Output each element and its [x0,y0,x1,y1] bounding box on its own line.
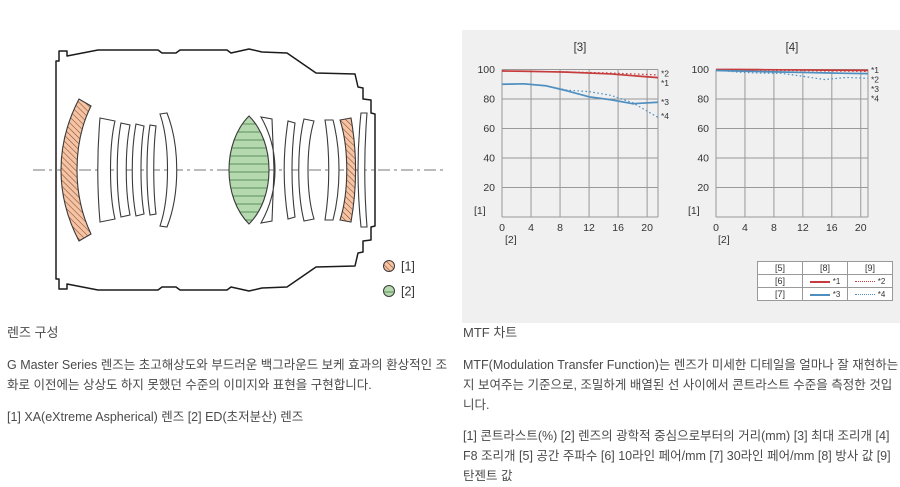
chart-text: *2 [661,69,669,79]
chart-text: 16 [612,222,624,234]
dotted-blue-line-sample [854,294,875,296]
chart-text: *3 [871,84,879,94]
lens-cross-section-diagram: [1] [2] [33,48,443,299]
mtf-section-footnote: [1] 콘트라스트(%) [2] 렌즈의 광학적 중심으로부터의 거리(mm) … [463,429,891,483]
lens-element [324,119,340,221]
lens-element [357,112,368,228]
legend-header-cell: [5] [757,261,803,275]
legend-sample-cell: *1 [802,274,848,288]
lens-element [131,123,145,217]
chart-text: 16 [826,222,838,234]
chart-text: [2] [718,234,730,246]
legend-xa-swatch [383,260,395,272]
chart-text: *4 [871,94,879,104]
chart-text: 20 [641,222,653,234]
lens-element [283,120,296,220]
lens-elements-group [60,98,368,242]
chart-text: 100 [691,64,709,76]
chart-text: 60 [697,123,709,135]
dotted-red-line-sample [854,281,875,283]
chart-text: *1 [871,65,879,75]
mtf-series-star3 [501,82,659,105]
legend-row-10lp: [6] *1 *2 [757,274,893,288]
lens-element [259,116,276,224]
chart-text: [1] [688,205,700,217]
lens-element [159,112,178,228]
mtf-section-text: MTF 차트 MTF(Modulation Transfer Function)… [463,322,900,487]
lens-element [298,118,315,222]
chart-text: 100 [477,64,495,76]
series-name: *4 [877,290,886,300]
lens-element [97,117,116,223]
mtf-chart-panel: [3] 20 40 60 80 100 0 4 8 12 16 20 [1] [2] *2 *1 *3 *4 [4]… [462,30,900,323]
chart-text: 8 [771,222,777,234]
chart-text: *1 [661,78,669,88]
legend-header-cell: [8] [802,261,848,275]
legend-xa-label: [1] [401,260,415,274]
lens-section-heading: 렌즈 구성 [7,325,59,340]
mtf-section-body: MTF(Modulation Transfer Function)는 렌즈가 미… [463,358,899,412]
chart-text: 80 [697,94,709,106]
chart-text: 8 [557,222,563,234]
chart-text: 20 [483,182,495,194]
legend-header-row: [5] [8] [9] [757,261,893,275]
lens-section-footnote: [1] XA(eXtreme Aspherical) 렌즈 [2] ED(초저분… [7,409,304,424]
mtf-series-star4 [715,69,869,81]
legend-sample-cell: *4 [847,287,893,301]
legend-ed-label: [2] [401,285,415,299]
lens-diagram-legend: [1] [2] [383,260,415,299]
mtf-legend-table: [5] [8] [9] [6] *1 *2 [7] *3 *4 [757,261,893,301]
chart-text: [1] [474,205,486,217]
mtf-section-heading: MTF 차트 [463,325,518,340]
lens-section-body: G Master Series 렌즈는 초고해상도와 부드러운 백그라운드 보케… [7,358,448,392]
legend-sample-cell: *2 [847,274,893,288]
xa-element-rear [339,117,357,223]
lens-section-text: 렌즈 구성 G Master Series 렌즈는 초고해상도와 부드러운 백그… [7,322,451,427]
chart-text: *3 [661,97,669,107]
lens-element [146,124,157,216]
chart-text: *4 [661,111,669,121]
mtf-series-star1 [501,70,659,79]
series-name: *2 [877,277,886,287]
chart-text: 0 [713,222,719,234]
mtf-series-star3 [715,69,869,75]
ed-element [228,115,270,225]
series-name: *3 [832,290,841,300]
chart-text: 40 [697,153,709,165]
chart-text: [3] [574,42,587,54]
legend-row-30lp: [7] *3 *4 [757,287,893,301]
chart-text: 4 [742,222,748,234]
chart-text: [4] [786,42,799,54]
mtf-chart-4: [4] 20 40 60 80 100 0 4 8 12 16 20 [1] [2] *1*2*3*4 [688,42,879,246]
lens-element [116,122,131,218]
legend-row-label: [6] [757,274,803,288]
legend-sample-cell: *3 [802,287,848,301]
chart-text: 60 [483,123,495,135]
solid-blue-line-sample [809,293,830,296]
chart-text: 20 [697,182,709,194]
mtf-series-star1 [716,68,869,72]
mtf-chart-3: [3] 20 40 60 80 100 0 4 8 12 16 20 [1] [2] *2*1 *3 *4 [474,42,669,246]
lens-barrel-outline [55,48,376,292]
chart-text: 4 [528,222,534,234]
legend-header-cell: [9] [847,261,893,275]
legend-row-label: [7] [757,287,803,301]
series-name: *1 [832,277,841,287]
chart-text: 12 [583,222,595,234]
xa-element-front [60,98,92,242]
solid-red-line-sample [809,280,830,283]
legend-ed-swatch [383,285,395,297]
chart-text: 20 [855,222,867,234]
chart-text: 40 [483,153,495,165]
chart-text: [2] [505,234,517,246]
chart-text: *2 [871,75,879,85]
mtf-series-star4 [501,83,659,118]
chart-text: 12 [797,222,809,234]
chart-text: 0 [499,222,505,234]
chart-text: 80 [483,94,495,106]
